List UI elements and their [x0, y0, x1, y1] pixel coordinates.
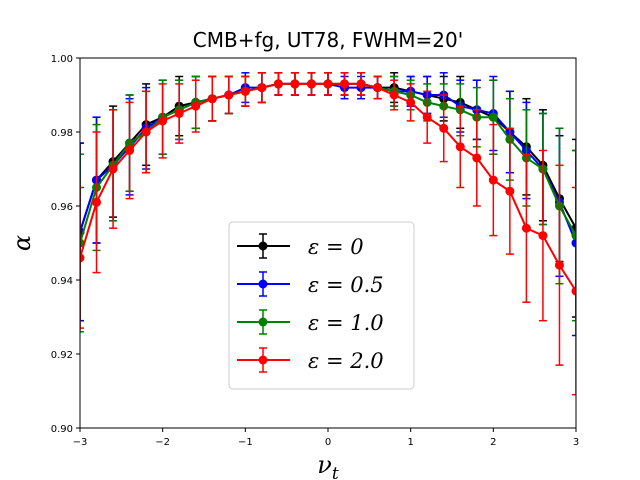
data-point: [80, 253, 85, 263]
legend-label: ε = 0.5: [308, 273, 384, 297]
data-point: [224, 90, 234, 100]
series-layer: [80, 72, 576, 396]
data-point: [240, 86, 250, 96]
legend-entry: ε = 2.0: [237, 347, 384, 373]
data-point: [158, 116, 168, 126]
data-point: [521, 223, 531, 233]
data-point: [571, 238, 576, 248]
legend: ε = 0 ε = 0.5 ε = 1.0 ε = 2.0: [228, 221, 415, 390]
legend-marker: [258, 317, 268, 327]
data-point: [439, 123, 449, 133]
legend-box: [228, 221, 415, 390]
data-point: [488, 175, 498, 185]
y-tick-label: 0.92: [51, 350, 73, 361]
data-point: [257, 83, 267, 93]
data-point: [422, 112, 432, 122]
x-axis-label-main: ν: [317, 451, 332, 479]
data-point: [455, 142, 465, 152]
data-point: [538, 231, 548, 241]
series-3: [80, 72, 576, 396]
data-point: [174, 109, 184, 118]
data-point: [505, 186, 515, 196]
data-point: [141, 127, 151, 137]
x-tick-label: −1: [238, 437, 253, 448]
data-point: [306, 79, 316, 89]
x-tick-label: 3: [573, 437, 579, 448]
legend-entry: ε = 1.0: [237, 309, 384, 335]
legend-label: ε = 0: [308, 235, 364, 259]
x-tick-label: −3: [73, 437, 88, 448]
legend-label: ε = 1.0: [308, 311, 384, 335]
legend-entry: ε = 0: [237, 233, 364, 259]
data-point: [323, 79, 333, 89]
y-tick-label: 0.96: [51, 202, 73, 213]
data-point: [191, 101, 201, 111]
data-point: [108, 164, 118, 174]
data-point: [571, 231, 576, 241]
y-axis-label: α: [8, 235, 36, 251]
x-tick-label: 1: [407, 437, 413, 448]
data-point: [290, 79, 300, 89]
y-axis: 0.90 0.92 0.94 0.96 0.98 1.00: [51, 54, 80, 435]
data-point: [406, 97, 416, 107]
x-axis-label-sub: t: [332, 464, 339, 480]
y-tick-label: 0.94: [51, 276, 73, 287]
chart-title: CMB+fg, UT78, FWHM=20': [193, 28, 463, 52]
legend-marker: [258, 279, 268, 289]
x-tick-label: 2: [490, 437, 496, 448]
data-point: [571, 286, 576, 296]
x-tick-label: 0: [325, 437, 331, 448]
data-point: [554, 260, 564, 270]
data-point: [356, 79, 366, 89]
x-tick-label: −2: [155, 437, 170, 448]
data-point: [472, 153, 482, 163]
data-point: [488, 112, 498, 122]
data-point: [340, 79, 350, 89]
data-point: [207, 94, 217, 104]
legend-entries: ε = 0 ε = 0.5 ε = 1.0 ε = 2.0: [237, 233, 384, 373]
data-point: [389, 90, 399, 100]
legend-label: ε = 2.0: [308, 349, 384, 373]
x-axis: −3 −2 −1 0 1 2 3: [73, 428, 579, 448]
data-point: [92, 197, 102, 207]
x-axis-label: νt: [317, 451, 339, 480]
legend-entry: ε = 0.5: [237, 271, 384, 297]
y-tick-label: 0.90: [51, 424, 73, 435]
y-tick-label: 0.98: [51, 128, 73, 139]
data-point: [125, 146, 135, 155]
legend-marker: [258, 355, 268, 365]
legend-marker: [258, 241, 268, 251]
data-point: [273, 79, 283, 89]
data-point: [373, 83, 383, 93]
y-tick-label: 1.00: [51, 54, 73, 65]
